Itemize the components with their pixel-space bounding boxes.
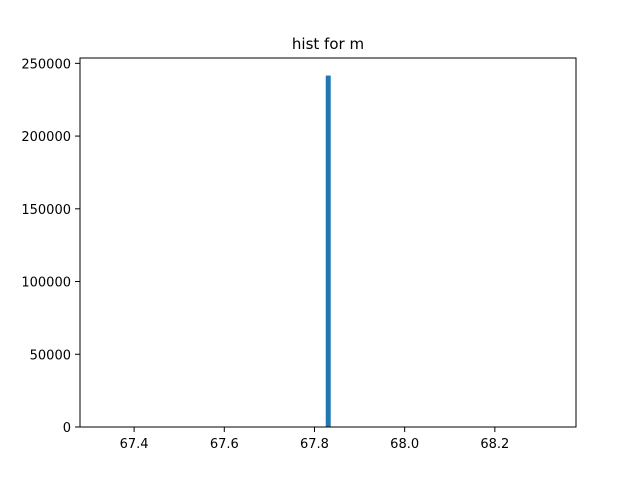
y-axis: 0 50000 100000 150000 200000 250000 <box>21 57 80 436</box>
chart-title: hist for m <box>292 35 364 53</box>
y-tick-label: 200000 <box>21 130 71 145</box>
x-tick-label: 67.4 <box>120 437 149 452</box>
y-tick-label: 100000 <box>21 276 71 291</box>
bars-layer <box>325 75 331 428</box>
x-tick-label: 67.8 <box>300 437 329 452</box>
x-axis: 67.4 67.6 67.8 68.0 68.2 <box>120 427 509 452</box>
x-tick-label: 67.6 <box>210 437 239 452</box>
x-tick-label: 68.0 <box>390 437 419 452</box>
y-tick-label: 50000 <box>30 348 71 363</box>
x-tick-label: 68.2 <box>480 437 509 452</box>
plot-frame <box>79 57 577 428</box>
y-tick-label: 0 <box>63 421 71 436</box>
y-tick-label: 150000 <box>21 203 71 218</box>
histogram-bar-0 <box>325 75 331 428</box>
y-tick-label: 250000 <box>21 57 71 72</box>
